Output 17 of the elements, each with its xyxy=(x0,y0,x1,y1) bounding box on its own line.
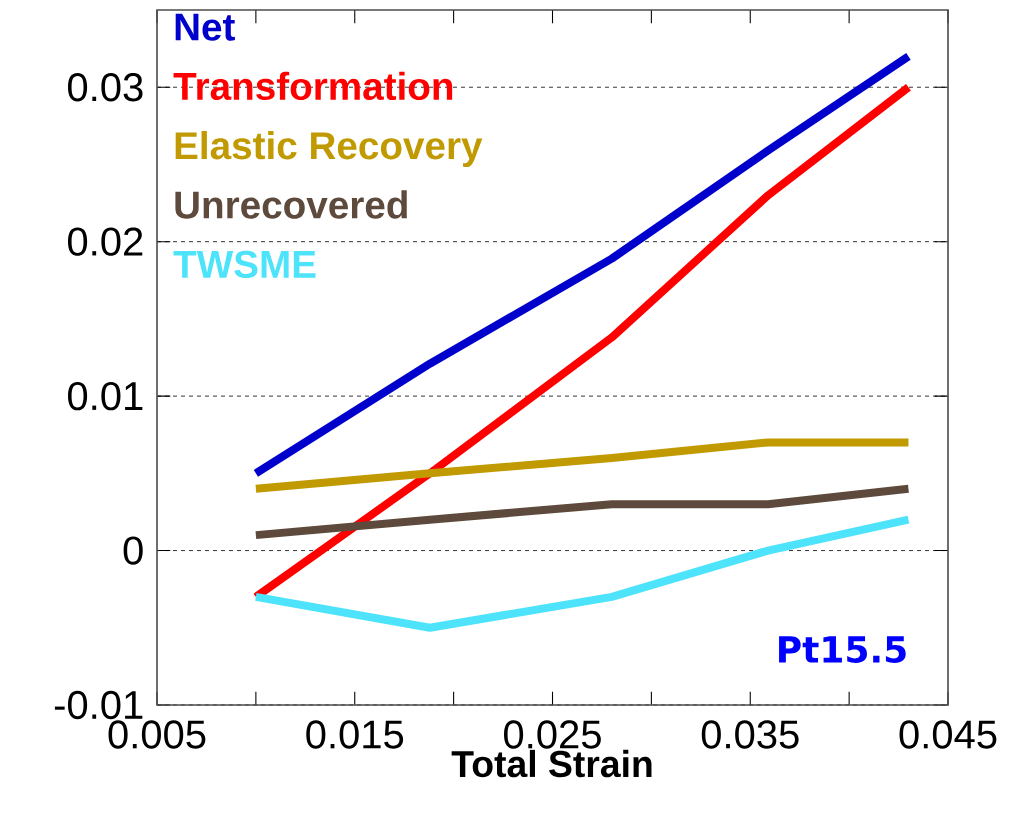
y-tick-label: -0.01 xyxy=(54,690,143,720)
x-tick-label: 0.035 xyxy=(701,720,799,749)
x-tick-label: 0.025 xyxy=(504,720,601,749)
text: Net xyxy=(175,13,235,41)
x-axis-title: Total Strain xyxy=(451,749,652,778)
y-tick-label: 0.01 xyxy=(68,381,143,411)
x-tick-label: 0.005 xyxy=(108,720,206,749)
text: Unrecovered xyxy=(175,190,407,219)
x-tick-label: 0.045 xyxy=(899,720,997,749)
text: Elastic Recovery xyxy=(175,131,483,168)
y-tick-label: 0.02 xyxy=(68,227,143,256)
y-tick-label: 0 xyxy=(123,536,143,565)
annotation: Pt15.5 xyxy=(779,636,906,664)
text: Transformation xyxy=(173,71,453,101)
x-tick-label: 0.015 xyxy=(306,720,404,749)
y-tick-label: 0.03 xyxy=(68,73,143,102)
text: TWSME xyxy=(173,250,316,279)
